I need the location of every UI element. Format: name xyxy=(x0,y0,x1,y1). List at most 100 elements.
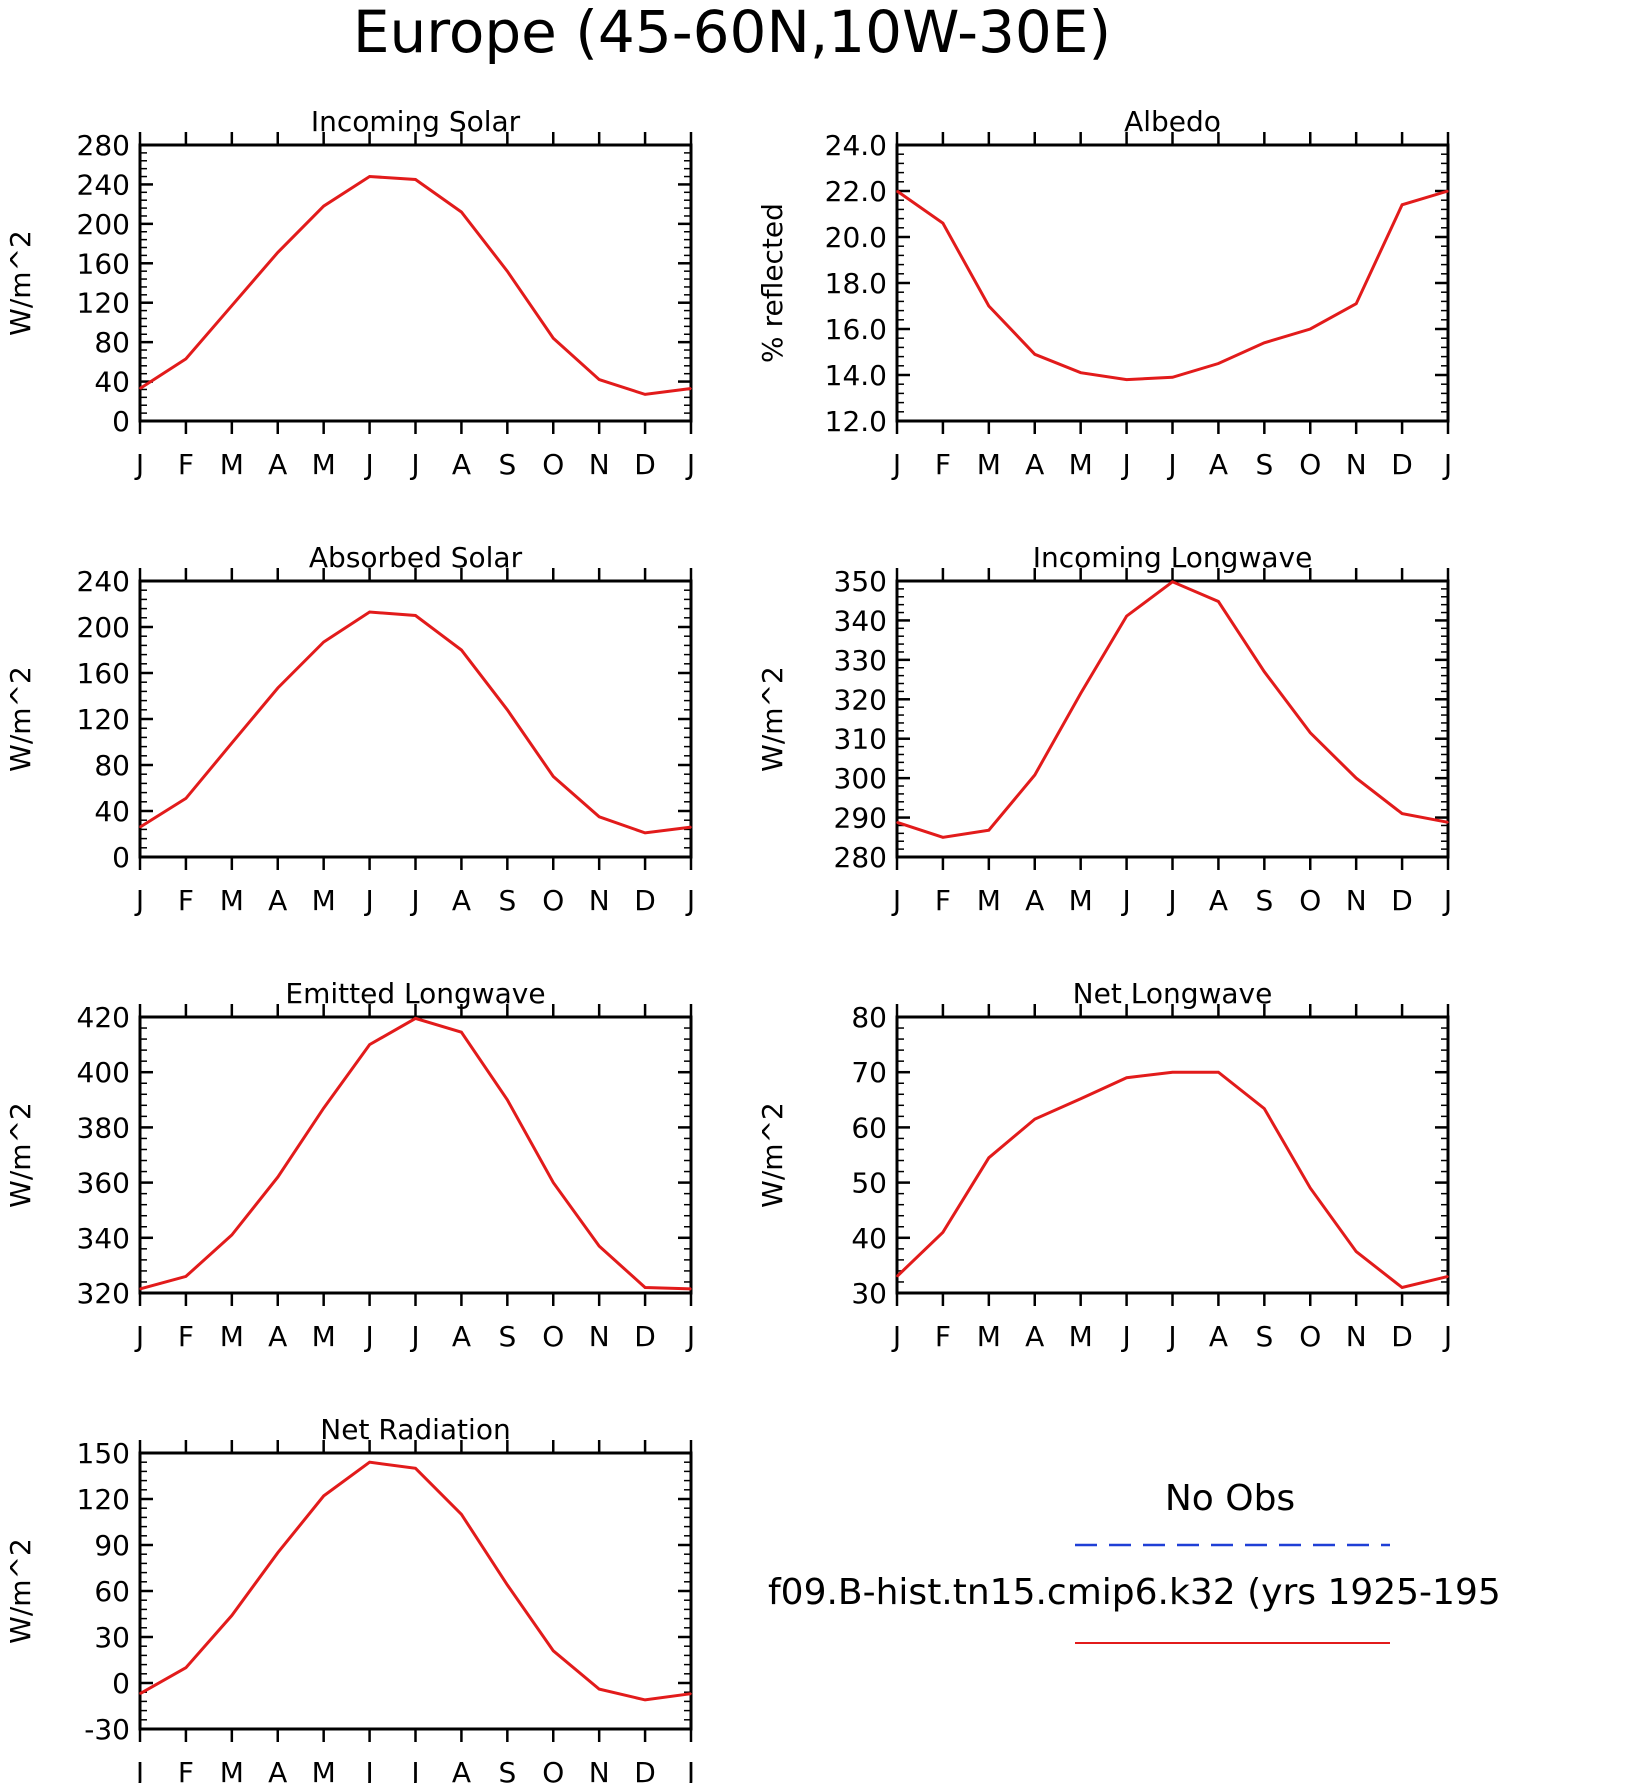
data-point xyxy=(277,1176,279,1178)
data-point xyxy=(139,1288,141,1290)
data-point xyxy=(139,387,141,390)
y-tick-label: 70 xyxy=(851,1056,887,1089)
data-point xyxy=(690,387,692,390)
y-tick-label: 22.0 xyxy=(825,175,887,208)
y-tick-label: 40 xyxy=(851,1222,887,1255)
y-axis-label: W/m^2 xyxy=(4,1538,37,1644)
data-point xyxy=(139,826,141,828)
y-axis-label: W/m^2 xyxy=(4,666,37,772)
x-tick-label: M xyxy=(220,1756,244,1783)
series-line xyxy=(139,1460,692,1702)
data-point xyxy=(644,832,646,834)
y-tick-label: 200 xyxy=(77,611,130,644)
data-point xyxy=(185,797,187,800)
x-tick-label: D xyxy=(634,884,656,917)
data-point xyxy=(231,1234,233,1236)
series-line xyxy=(896,580,1449,839)
data-point xyxy=(460,211,463,213)
x-tick-label: D xyxy=(1391,884,1413,917)
x-tick-label: M xyxy=(220,884,244,917)
y-tick-label: 14.0 xyxy=(825,359,887,392)
x-tick-label: A xyxy=(1209,448,1228,481)
y-tick-label: 320 xyxy=(834,683,887,716)
x-tick-label: S xyxy=(1255,448,1273,481)
y-tick-label: 0 xyxy=(112,1667,130,1700)
x-tick-label: A xyxy=(268,884,287,917)
x-tick-label: M xyxy=(977,448,1001,481)
x-tick-label: A xyxy=(452,448,471,481)
y-tick-label: 80 xyxy=(851,1001,887,1034)
x-tick-label: J xyxy=(409,1756,419,1783)
x-tick-label: M xyxy=(312,448,336,481)
x-tick-label: A xyxy=(452,1756,471,1783)
data-point xyxy=(942,836,944,839)
y-tick-label: 380 xyxy=(77,1111,130,1144)
data-point xyxy=(644,393,646,396)
x-tick-label: J xyxy=(1120,1320,1130,1353)
y-tick-label: 350 xyxy=(834,565,887,598)
panel-5: Emitted LongwaveW/m^2320340360380400420J… xyxy=(4,977,695,1353)
x-tick-label: F xyxy=(178,884,194,917)
x-tick-label: J xyxy=(685,1320,695,1353)
data-point xyxy=(1309,1187,1312,1189)
x-tick-label: A xyxy=(268,1320,287,1353)
x-tick-label: M xyxy=(1069,1320,1093,1353)
y-tick-label: 300 xyxy=(834,762,887,795)
data-point xyxy=(598,1688,600,1690)
x-tick-label: A xyxy=(1025,884,1044,917)
data-point xyxy=(598,816,600,818)
data-point xyxy=(231,304,233,307)
y-tick-label: 150 xyxy=(77,1437,130,1470)
x-tick-label: D xyxy=(634,1756,656,1783)
legend-model-label: f09.B-hist.tn15.cmip6.k32 (yrs 1925-195 xyxy=(768,1572,1501,1613)
plot-frame xyxy=(895,1015,1450,1295)
data-point xyxy=(1217,600,1220,603)
x-tick-label: A xyxy=(1025,1320,1044,1353)
y-tick-label: 40 xyxy=(94,366,130,399)
x-tick-label: A xyxy=(268,1756,287,1783)
plot-frame xyxy=(895,579,1450,859)
y-tick-label: 330 xyxy=(834,644,887,677)
y-tick-label: 50 xyxy=(851,1167,887,1200)
x-tick-label: J xyxy=(409,884,419,917)
panel-2: Albedo% reflected12.014.016.018.020.022.… xyxy=(756,105,1452,481)
series-line xyxy=(139,174,692,396)
y-axis-label: W/m^2 xyxy=(4,230,37,336)
y-tick-label: 0 xyxy=(112,841,130,874)
data-point xyxy=(1079,1097,1082,1100)
x-tick-label: J xyxy=(134,884,144,917)
x-tick-label: J xyxy=(363,1756,373,1783)
figure-title: Europe (45-60N,10W-30E) xyxy=(353,0,1111,66)
data-point xyxy=(277,687,279,689)
data-point xyxy=(1034,1118,1036,1120)
x-tick-label: J xyxy=(1166,884,1176,917)
data-point xyxy=(322,1495,325,1497)
plot-frame xyxy=(138,1451,693,1731)
data-point xyxy=(942,222,944,224)
x-tick-label: O xyxy=(542,448,564,481)
y-tick-label: 120 xyxy=(77,1483,130,1516)
y-tick-label: 240 xyxy=(77,565,130,598)
data-point xyxy=(506,270,509,273)
x-tick-label: F xyxy=(935,448,951,481)
x-tick-label: N xyxy=(589,448,610,481)
x-tick-label: J xyxy=(1166,448,1176,481)
data-point xyxy=(1079,371,1082,374)
x-tick-label: J xyxy=(685,884,695,917)
x-tick-label: A xyxy=(268,448,287,481)
panels: Incoming SolarW/m^204080120160200240280J… xyxy=(4,105,1452,1783)
x-tick-label: O xyxy=(1299,884,1321,917)
data-point xyxy=(460,1031,463,1033)
x-tick-label: A xyxy=(1025,448,1044,481)
x-tick-label: N xyxy=(589,884,610,917)
data-point xyxy=(231,1614,233,1617)
plot-frame xyxy=(138,143,693,423)
y-tick-label: 420 xyxy=(77,1001,130,1034)
x-tick-label: A xyxy=(452,884,471,917)
x-tick-label: A xyxy=(452,1320,471,1353)
data-point xyxy=(896,1275,898,1278)
x-tick-label: N xyxy=(1346,1320,1367,1353)
x-tick-label: M xyxy=(220,448,244,481)
y-tick-label: 18.0 xyxy=(825,267,887,300)
